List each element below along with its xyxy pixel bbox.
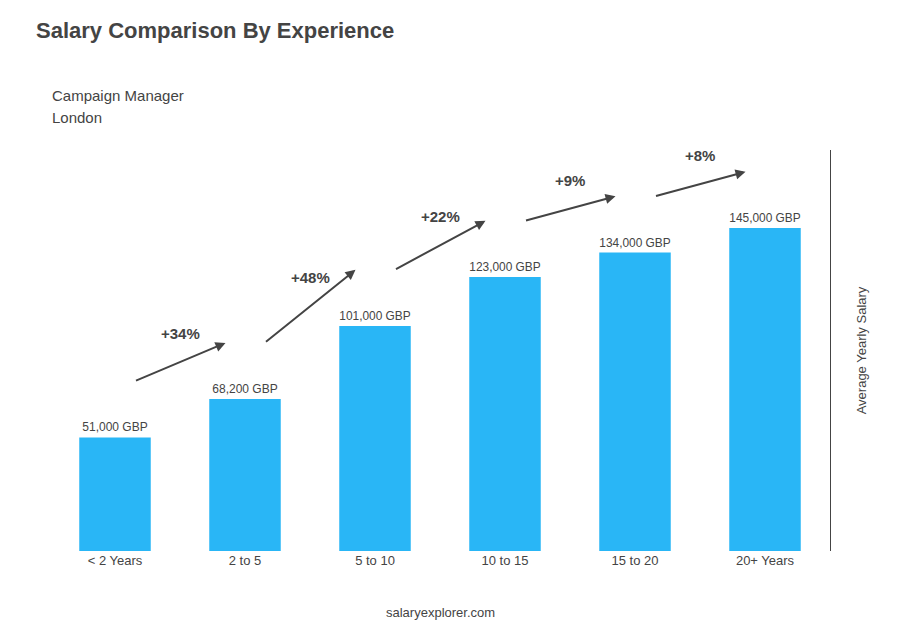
- svg-text:134,000 GBP: 134,000 GBP: [599, 236, 670, 250]
- svg-text:Salary Comparison By Experienc: Salary Comparison By Experience: [36, 18, 394, 43]
- svg-text:123,000 GBP: 123,000 GBP: [469, 260, 540, 274]
- svg-text:15 to 20: 15 to 20: [612, 553, 659, 568]
- svg-text:London: London: [52, 109, 102, 126]
- svg-text:Campaign Manager: Campaign Manager: [52, 87, 184, 104]
- svg-text:+34%: +34%: [161, 325, 200, 342]
- svg-text:+22%: +22%: [421, 208, 460, 225]
- svg-text:+48%: +48%: [291, 269, 330, 286]
- svg-text:Average Yearly Salary: Average Yearly Salary: [854, 286, 869, 414]
- svg-text:+8%: +8%: [685, 147, 715, 164]
- svg-text:20+ Years: 20+ Years: [736, 553, 795, 568]
- svg-text:+9%: +9%: [555, 172, 585, 189]
- svg-text:2 to 5: 2 to 5: [229, 553, 262, 568]
- svg-text:145,000 GBP: 145,000 GBP: [729, 211, 800, 225]
- svg-text:68,200 GBP: 68,200 GBP: [212, 382, 277, 396]
- svg-text:101,000 GBP: 101,000 GBP: [339, 309, 410, 323]
- svg-text:10 to 15: 10 to 15: [482, 553, 529, 568]
- svg-text:5 to 10: 5 to 10: [355, 553, 395, 568]
- svg-text:< 2 Years: < 2 Years: [88, 553, 143, 568]
- svg-text:salaryexplorer.com: salaryexplorer.com: [386, 605, 495, 620]
- svg-text:51,000 GBP: 51,000 GBP: [82, 420, 147, 434]
